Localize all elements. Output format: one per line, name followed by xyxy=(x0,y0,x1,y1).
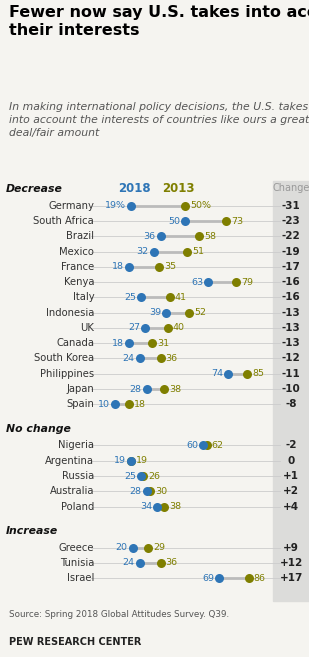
Text: 51: 51 xyxy=(192,247,204,256)
Text: +4: +4 xyxy=(283,501,299,512)
Text: Germany: Germany xyxy=(49,201,94,211)
Text: Canada: Canada xyxy=(56,338,94,348)
Text: No change: No change xyxy=(6,424,71,434)
Text: -16: -16 xyxy=(282,277,301,287)
Bar xyxy=(273,181,309,601)
Text: Increase: Increase xyxy=(6,526,58,536)
Text: Indonesia: Indonesia xyxy=(46,307,94,318)
Text: 79: 79 xyxy=(241,278,253,286)
Text: Poland: Poland xyxy=(61,501,94,512)
Text: -31: -31 xyxy=(282,201,301,211)
Text: -23: -23 xyxy=(282,216,301,226)
Text: 36: 36 xyxy=(166,558,178,568)
Text: Spain: Spain xyxy=(66,399,94,409)
Text: Philippines: Philippines xyxy=(40,369,94,378)
Text: PEW RESEARCH CENTER: PEW RESEARCH CENTER xyxy=(9,637,142,647)
Text: 74: 74 xyxy=(211,369,223,378)
Text: 85: 85 xyxy=(252,369,264,378)
Text: +9: +9 xyxy=(283,543,299,553)
Text: +2: +2 xyxy=(283,486,299,496)
Text: Japan: Japan xyxy=(66,384,94,394)
Text: 28: 28 xyxy=(130,384,142,394)
Text: 29: 29 xyxy=(153,543,165,553)
Text: 52: 52 xyxy=(194,308,206,317)
Text: 27: 27 xyxy=(128,323,140,332)
Text: 10: 10 xyxy=(98,399,110,409)
Text: 24: 24 xyxy=(123,354,135,363)
Text: -19: -19 xyxy=(282,246,301,257)
Text: South Korea: South Korea xyxy=(34,353,94,363)
Text: Kenya: Kenya xyxy=(64,277,94,287)
Text: Mexico: Mexico xyxy=(59,246,94,257)
Text: 24: 24 xyxy=(123,558,135,568)
Text: 30: 30 xyxy=(155,487,167,496)
Text: 19: 19 xyxy=(114,456,126,465)
Text: 58: 58 xyxy=(205,232,216,241)
Text: +12: +12 xyxy=(280,558,303,568)
Text: Australia: Australia xyxy=(50,486,94,496)
Text: 62: 62 xyxy=(211,441,223,450)
Text: Source: Spring 2018 Global Attitudes Survey. Q39.: Source: Spring 2018 Global Attitudes Sur… xyxy=(9,610,229,618)
Text: 36: 36 xyxy=(166,354,178,363)
Text: 2018: 2018 xyxy=(118,182,150,195)
Text: 0: 0 xyxy=(288,456,295,466)
Text: Brazil: Brazil xyxy=(66,231,94,241)
Text: 38: 38 xyxy=(169,502,181,511)
Text: -22: -22 xyxy=(282,231,301,241)
Text: South Africa: South Africa xyxy=(33,216,94,226)
Text: 50: 50 xyxy=(168,217,180,225)
Text: Russia: Russia xyxy=(62,471,94,481)
Text: 60: 60 xyxy=(186,441,198,450)
Text: Fewer now say U.S. takes into account
their interests: Fewer now say U.S. takes into account th… xyxy=(9,5,309,38)
Text: 50%: 50% xyxy=(190,201,211,210)
Text: +1: +1 xyxy=(283,471,299,481)
Text: -2: -2 xyxy=(286,440,297,451)
Text: UK: UK xyxy=(80,323,94,333)
Text: 38: 38 xyxy=(169,384,181,394)
Text: 69: 69 xyxy=(202,574,214,583)
Text: 86: 86 xyxy=(254,574,266,583)
Text: -11: -11 xyxy=(282,369,301,378)
Text: -13: -13 xyxy=(282,338,301,348)
Text: 26: 26 xyxy=(148,472,160,480)
Text: -13: -13 xyxy=(282,323,301,333)
Text: -12: -12 xyxy=(282,353,301,363)
Text: 28: 28 xyxy=(130,487,142,496)
Text: 31: 31 xyxy=(157,339,169,348)
Text: -10: -10 xyxy=(282,384,301,394)
Text: Greece: Greece xyxy=(59,543,94,553)
Text: -17: -17 xyxy=(282,262,301,272)
Text: Tunisia: Tunisia xyxy=(60,558,94,568)
Text: 18: 18 xyxy=(112,339,124,348)
Text: 20: 20 xyxy=(116,543,128,553)
Text: +17: +17 xyxy=(280,574,303,583)
Text: -13: -13 xyxy=(282,307,301,318)
Text: -8: -8 xyxy=(286,399,297,409)
Text: 34: 34 xyxy=(140,502,152,511)
Text: 73: 73 xyxy=(231,217,243,225)
Text: Israel: Israel xyxy=(67,574,94,583)
Text: Change: Change xyxy=(273,183,309,193)
Text: 35: 35 xyxy=(164,262,176,271)
Text: 19%: 19% xyxy=(105,201,126,210)
Text: 32: 32 xyxy=(137,247,149,256)
Text: 25: 25 xyxy=(125,293,137,302)
Text: 41: 41 xyxy=(175,293,187,302)
Text: Italy: Italy xyxy=(73,292,94,302)
Text: France: France xyxy=(61,262,94,272)
Text: -16: -16 xyxy=(282,292,301,302)
Text: 36: 36 xyxy=(144,232,156,241)
Text: 25: 25 xyxy=(125,472,137,480)
Text: 2013: 2013 xyxy=(162,182,195,195)
Text: Decrease: Decrease xyxy=(6,185,63,194)
Text: 39: 39 xyxy=(149,308,161,317)
Text: 40: 40 xyxy=(173,323,185,332)
Text: Argentina: Argentina xyxy=(45,456,94,466)
Text: 18: 18 xyxy=(134,399,146,409)
Text: In making international policy decisions, the U.S. takes
into account the intere: In making international policy decisions… xyxy=(9,102,309,138)
Text: 18: 18 xyxy=(112,262,124,271)
Text: Nigeria: Nigeria xyxy=(58,440,94,451)
Text: 63: 63 xyxy=(191,278,203,286)
Text: 19: 19 xyxy=(136,456,148,465)
